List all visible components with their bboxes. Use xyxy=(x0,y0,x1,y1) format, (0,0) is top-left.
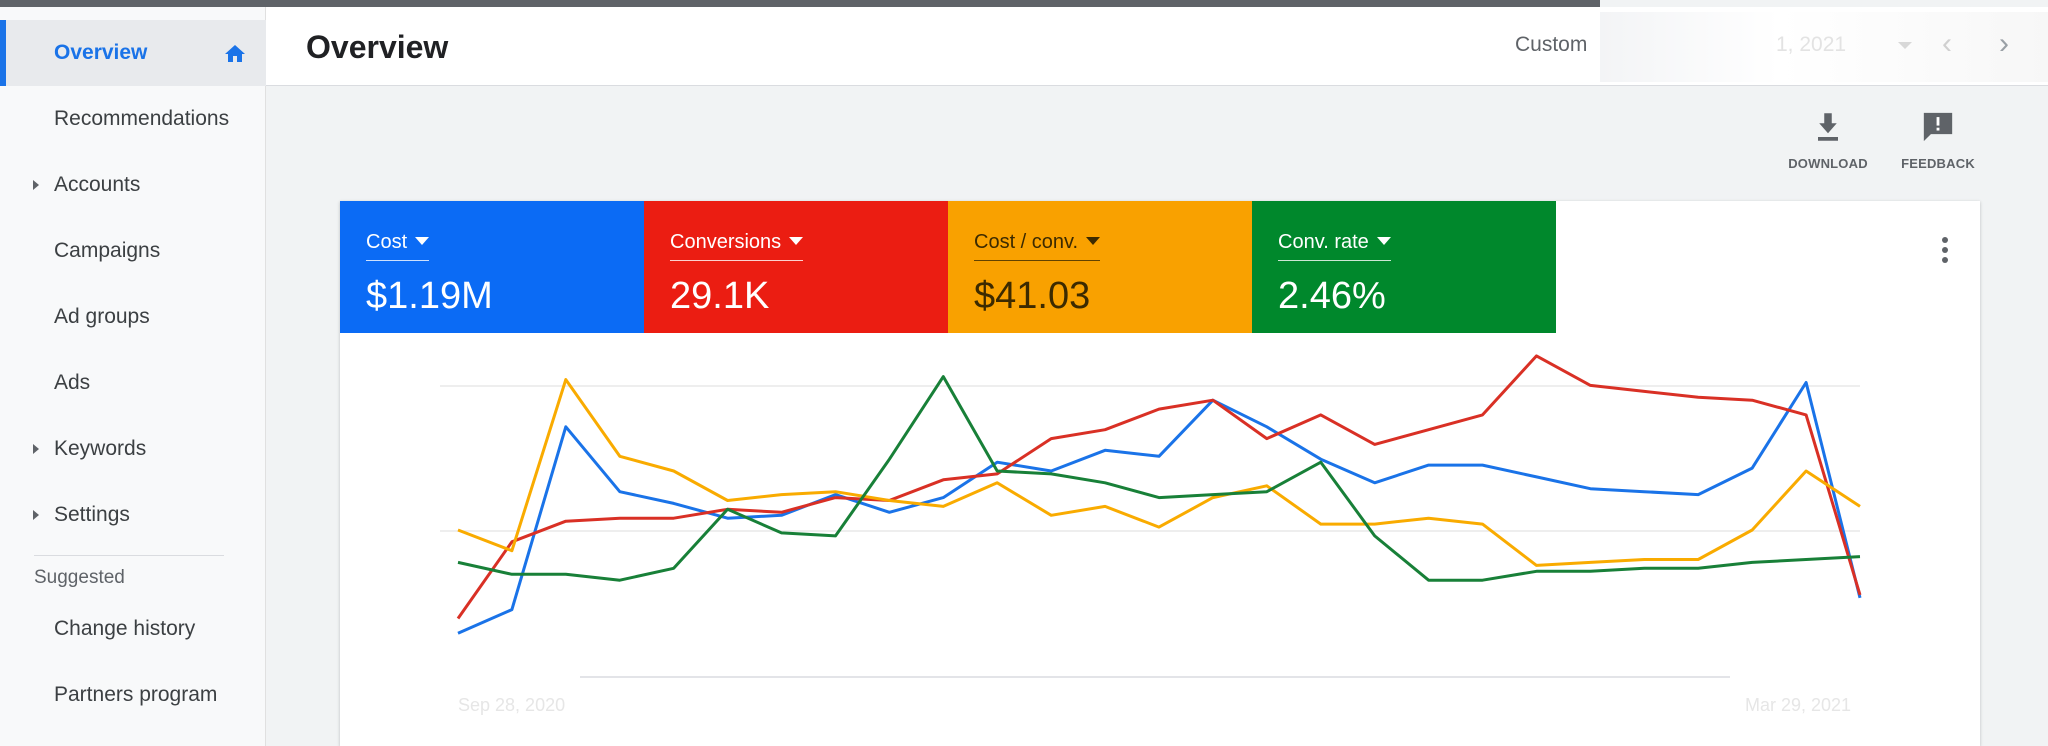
sidebar-item-label: Overview xyxy=(54,41,148,64)
window-top-strip xyxy=(0,0,1600,7)
sidebar-item-label: Ad groups xyxy=(54,305,150,328)
sidebar-item-label: Settings xyxy=(54,503,130,526)
download-button[interactable]: DOWNLOAD xyxy=(1778,110,1878,171)
sidebar-item-label: Accounts xyxy=(54,173,141,196)
dropdown-arrow-icon xyxy=(1376,237,1391,245)
more-options-icon[interactable] xyxy=(1940,237,1950,267)
metric-cost[interactable]: Cost $1.19M xyxy=(340,201,644,333)
sidebar-item-change-history[interactable]: Change history xyxy=(0,596,266,662)
metric-label: Cost xyxy=(366,231,408,253)
sidebar-item-ads[interactable]: Ads xyxy=(0,350,266,416)
page-header: Overview Custom 1, 2021 ‹ › xyxy=(266,7,2048,86)
series-line-2 xyxy=(456,354,1862,620)
x-start-label: Sep 28, 2020 xyxy=(458,695,565,715)
date-range-selector[interactable] xyxy=(1600,12,2048,82)
metric-cost-per-conversion[interactable]: Cost / conv. $41.03 xyxy=(948,201,1252,333)
series-line-1 xyxy=(457,381,1862,635)
series-line-4 xyxy=(457,375,1861,582)
performance-line-chart: Sep 28, 2020 Mar 29, 2021 xyxy=(440,354,1862,715)
sidebar-item-campaigns[interactable]: Campaigns xyxy=(0,218,266,284)
date-range-text[interactable]: 1, 2021 xyxy=(1776,33,1847,56)
expand-caret-icon xyxy=(33,510,39,520)
metric-value: $1.19M xyxy=(366,275,493,317)
metric-selector[interactable]: Conv. rate xyxy=(1278,231,1391,261)
feedback-button[interactable]: FEEDBACK xyxy=(1888,110,1988,171)
metric-selector[interactable]: Conversions xyxy=(670,231,804,261)
sidebar-item-label: Partners program xyxy=(54,683,218,706)
sidebar-item-label: Campaigns xyxy=(54,239,161,262)
sidebar-item-label: Recommendations xyxy=(54,107,230,130)
suggested-heading: Suggested xyxy=(34,567,125,588)
dropdown-arrow-icon xyxy=(789,237,804,245)
sidebar: Overview Recommendations Accounts Campai… xyxy=(0,7,266,746)
metric-label: Conversions xyxy=(670,231,782,253)
metric-value: 2.46% xyxy=(1278,275,1386,317)
sidebar-item-partners-program[interactable]: Partners program xyxy=(0,662,266,728)
dropdown-arrow-icon xyxy=(415,237,430,245)
sidebar-item-keywords[interactable]: Keywords xyxy=(0,416,266,482)
metric-conversions[interactable]: Conversions 29.1K xyxy=(644,201,948,333)
chevron-right-icon[interactable]: › xyxy=(1999,27,2009,60)
metric-selector[interactable]: Cost / conv. xyxy=(974,231,1101,261)
download-label: DOWNLOAD xyxy=(1788,156,1868,171)
x-end-label: Mar 29, 2021 xyxy=(1745,695,1851,715)
sidebar-item-label: Change history xyxy=(54,617,196,640)
metric-label: Conv. rate xyxy=(1278,231,1369,253)
series-line-3 xyxy=(457,378,1861,567)
expand-caret-icon xyxy=(33,444,39,454)
expand-caret-icon xyxy=(33,180,39,190)
sidebar-item-settings[interactable]: Settings xyxy=(0,482,266,548)
dropdown-arrow-icon xyxy=(1086,237,1101,245)
feedback-icon xyxy=(1923,112,1953,142)
performance-card: Cost $1.19M Conversions 29.1K Cost / con… xyxy=(340,201,1980,746)
section-divider xyxy=(34,555,224,556)
page-title: Overview xyxy=(306,29,449,65)
sidebar-item-accounts[interactable]: Accounts xyxy=(0,152,266,218)
sidebar-item-label: Ads xyxy=(54,371,91,394)
sidebar-item-overview[interactable]: Overview xyxy=(0,20,266,86)
home-icon xyxy=(225,45,245,62)
metric-value: $41.03 xyxy=(974,275,1091,317)
sidebar-item-label: Keywords xyxy=(54,437,147,460)
chevron-left-icon[interactable]: ‹ xyxy=(1942,27,1952,60)
sidebar-item-ad-groups[interactable]: Ad groups xyxy=(0,284,266,350)
metric-selector[interactable]: Cost xyxy=(366,231,430,261)
download-icon xyxy=(1818,113,1838,141)
metric-conversion-rate[interactable]: Conv. rate 2.46% xyxy=(1252,201,1556,333)
feedback-label: FEEDBACK xyxy=(1901,156,1975,171)
date-preset-label[interactable]: Custom xyxy=(1515,33,1588,56)
metric-value: 29.1K xyxy=(670,275,770,317)
chevron-down-icon[interactable] xyxy=(1898,42,1912,49)
sidebar-item-recommendations[interactable]: Recommendations xyxy=(0,86,266,152)
metric-label: Cost / conv. xyxy=(974,231,1079,253)
